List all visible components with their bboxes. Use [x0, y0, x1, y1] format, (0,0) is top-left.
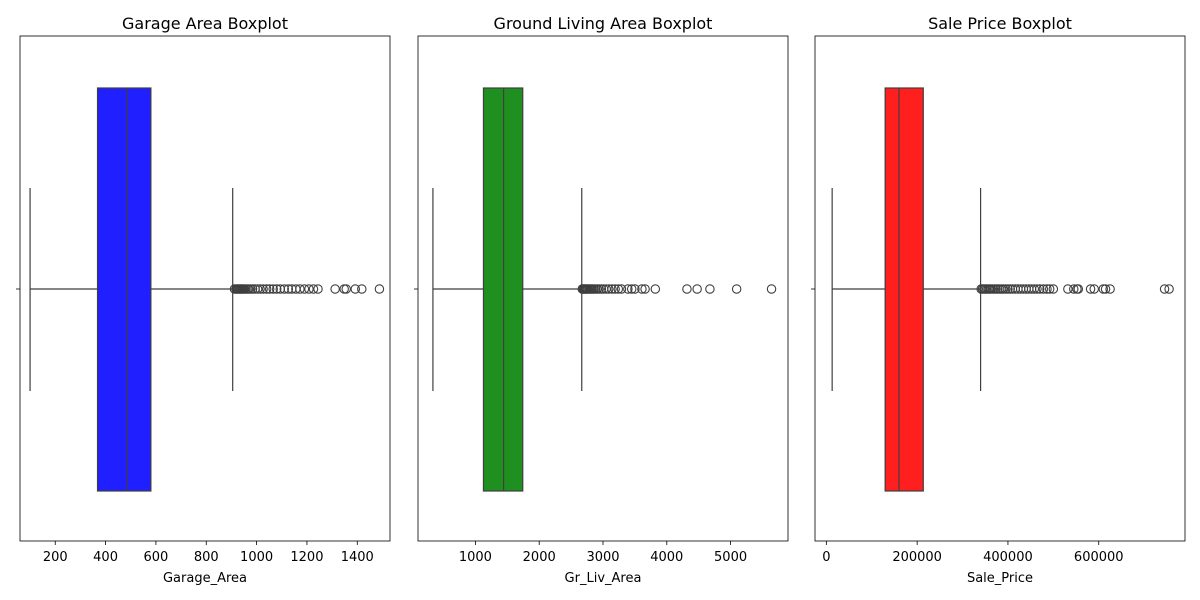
- outlier-point: [630, 284, 640, 294]
- outlier-point: [1000, 284, 1011, 294]
- subplot-3: Sale Price Boxplot 0 200000 400000 600000 Sal…: [811, 14, 1186, 586]
- outlier-point: [341, 284, 351, 294]
- outlier-point: [283, 284, 294, 294]
- chart-title: Ground Living Area Boxplot: [494, 14, 713, 33]
- x-tick-label: 800: [194, 550, 219, 565]
- outlier-point: [261, 284, 272, 294]
- outlier-point: [313, 284, 323, 294]
- outlier-point: [682, 284, 692, 294]
- outlier-point: [1005, 284, 1015, 294]
- x-tick-label: 1000: [459, 550, 492, 565]
- outlier-point: [330, 284, 340, 294]
- outlier-point: [607, 284, 617, 294]
- x-axis-label: Sale_Price: [967, 571, 1033, 586]
- outlier-point: [271, 284, 282, 294]
- outlier-point: [731, 284, 742, 294]
- outlier-point: [610, 284, 620, 294]
- outlier-point: [1100, 284, 1111, 294]
- outlier-point: [613, 284, 624, 294]
- outlier-point: [374, 284, 385, 294]
- x-tick-label: 400000: [983, 550, 1033, 565]
- outlier-point: [1073, 284, 1084, 294]
- x-tick-label: 600: [144, 550, 169, 565]
- outlier-point: [357, 284, 367, 294]
- outlier-point: [1105, 284, 1115, 294]
- outlier-point: [247, 284, 258, 294]
- outlier-point: [1085, 284, 1096, 294]
- chart-title: Garage Area Boxplot: [122, 14, 288, 33]
- outlier-point: [1098, 284, 1109, 294]
- outlier-point: [1089, 284, 1099, 294]
- outlier-point: [258, 284, 268, 294]
- x-tick-label: 0: [822, 550, 830, 565]
- outlier-point: [1044, 284, 1055, 294]
- outlier-point: [705, 284, 715, 294]
- subplot-1: Garage Area Boxplot 200 400 600 800 1000 1200 1…: [16, 14, 391, 586]
- outlier-point: [279, 284, 290, 294]
- x-axis-label: Gr_Liv_Area: [565, 571, 642, 586]
- outlier-point: [626, 284, 637, 294]
- outlier-point: [1032, 284, 1042, 294]
- x-tick-label: 1400: [341, 550, 374, 565]
- outlier-point: [255, 284, 265, 294]
- x-tick-label: 3000: [586, 550, 619, 565]
- outlier-point: [623, 284, 633, 294]
- outlier-point: [640, 284, 650, 294]
- subplot-2: Ground Living Area Boxplot 1000 2000 3000 40…: [414, 14, 789, 586]
- x-tick-label: 600000: [1074, 550, 1124, 565]
- x-axis-label: Garage_Area: [163, 571, 247, 586]
- outlier-point: [1069, 284, 1079, 294]
- outlier-point: [594, 284, 604, 294]
- outlier-point: [596, 284, 607, 294]
- outlier-point: [1038, 284, 1049, 294]
- outlier-point: [766, 284, 777, 294]
- outlier-point: [264, 284, 275, 294]
- x-tick-label: 200: [43, 550, 68, 565]
- axes-frame: [19, 35, 391, 542]
- outlier-point: [637, 284, 647, 294]
- x-tick-label: 4000: [650, 550, 683, 565]
- outlier-point: [998, 284, 1009, 294]
- outlier-point: [304, 284, 314, 294]
- chart-title: Sale Price Boxplot: [928, 14, 1072, 33]
- x-tick-label: 5000: [714, 550, 747, 565]
- outlier-point: [1063, 284, 1073, 294]
- x-tick-label: 2000: [523, 550, 556, 565]
- outlier-point: [308, 284, 319, 294]
- iqr-box: [884, 87, 924, 492]
- x-tick-label: 1000: [240, 550, 273, 565]
- axes-frame: [814, 35, 1186, 542]
- outlier-point: [295, 284, 305, 294]
- outlier-point: [350, 284, 361, 294]
- outlier-point: [650, 284, 661, 294]
- outlier-point: [603, 284, 614, 294]
- outlier-point: [1029, 284, 1040, 294]
- outlier-point: [299, 284, 310, 294]
- outlier-point: [1048, 284, 1059, 294]
- outlier-point: [692, 284, 702, 294]
- x-tick-label: 1200: [290, 550, 323, 565]
- outlier-point: [1164, 284, 1174, 294]
- x-tick-label: 400: [93, 550, 118, 565]
- x-tick-label: 200000: [892, 550, 942, 565]
- outlier-point: [1042, 284, 1052, 294]
- outlier-point: [1034, 284, 1045, 294]
- outlier-point: [339, 284, 349, 294]
- outlier-point: [616, 284, 627, 294]
- outlier-point: [1003, 284, 1013, 294]
- outlier-point: [268, 284, 278, 294]
- iqr-box: [96, 87, 152, 492]
- outlier-point: [1159, 284, 1170, 294]
- outlier-point: [252, 284, 263, 294]
